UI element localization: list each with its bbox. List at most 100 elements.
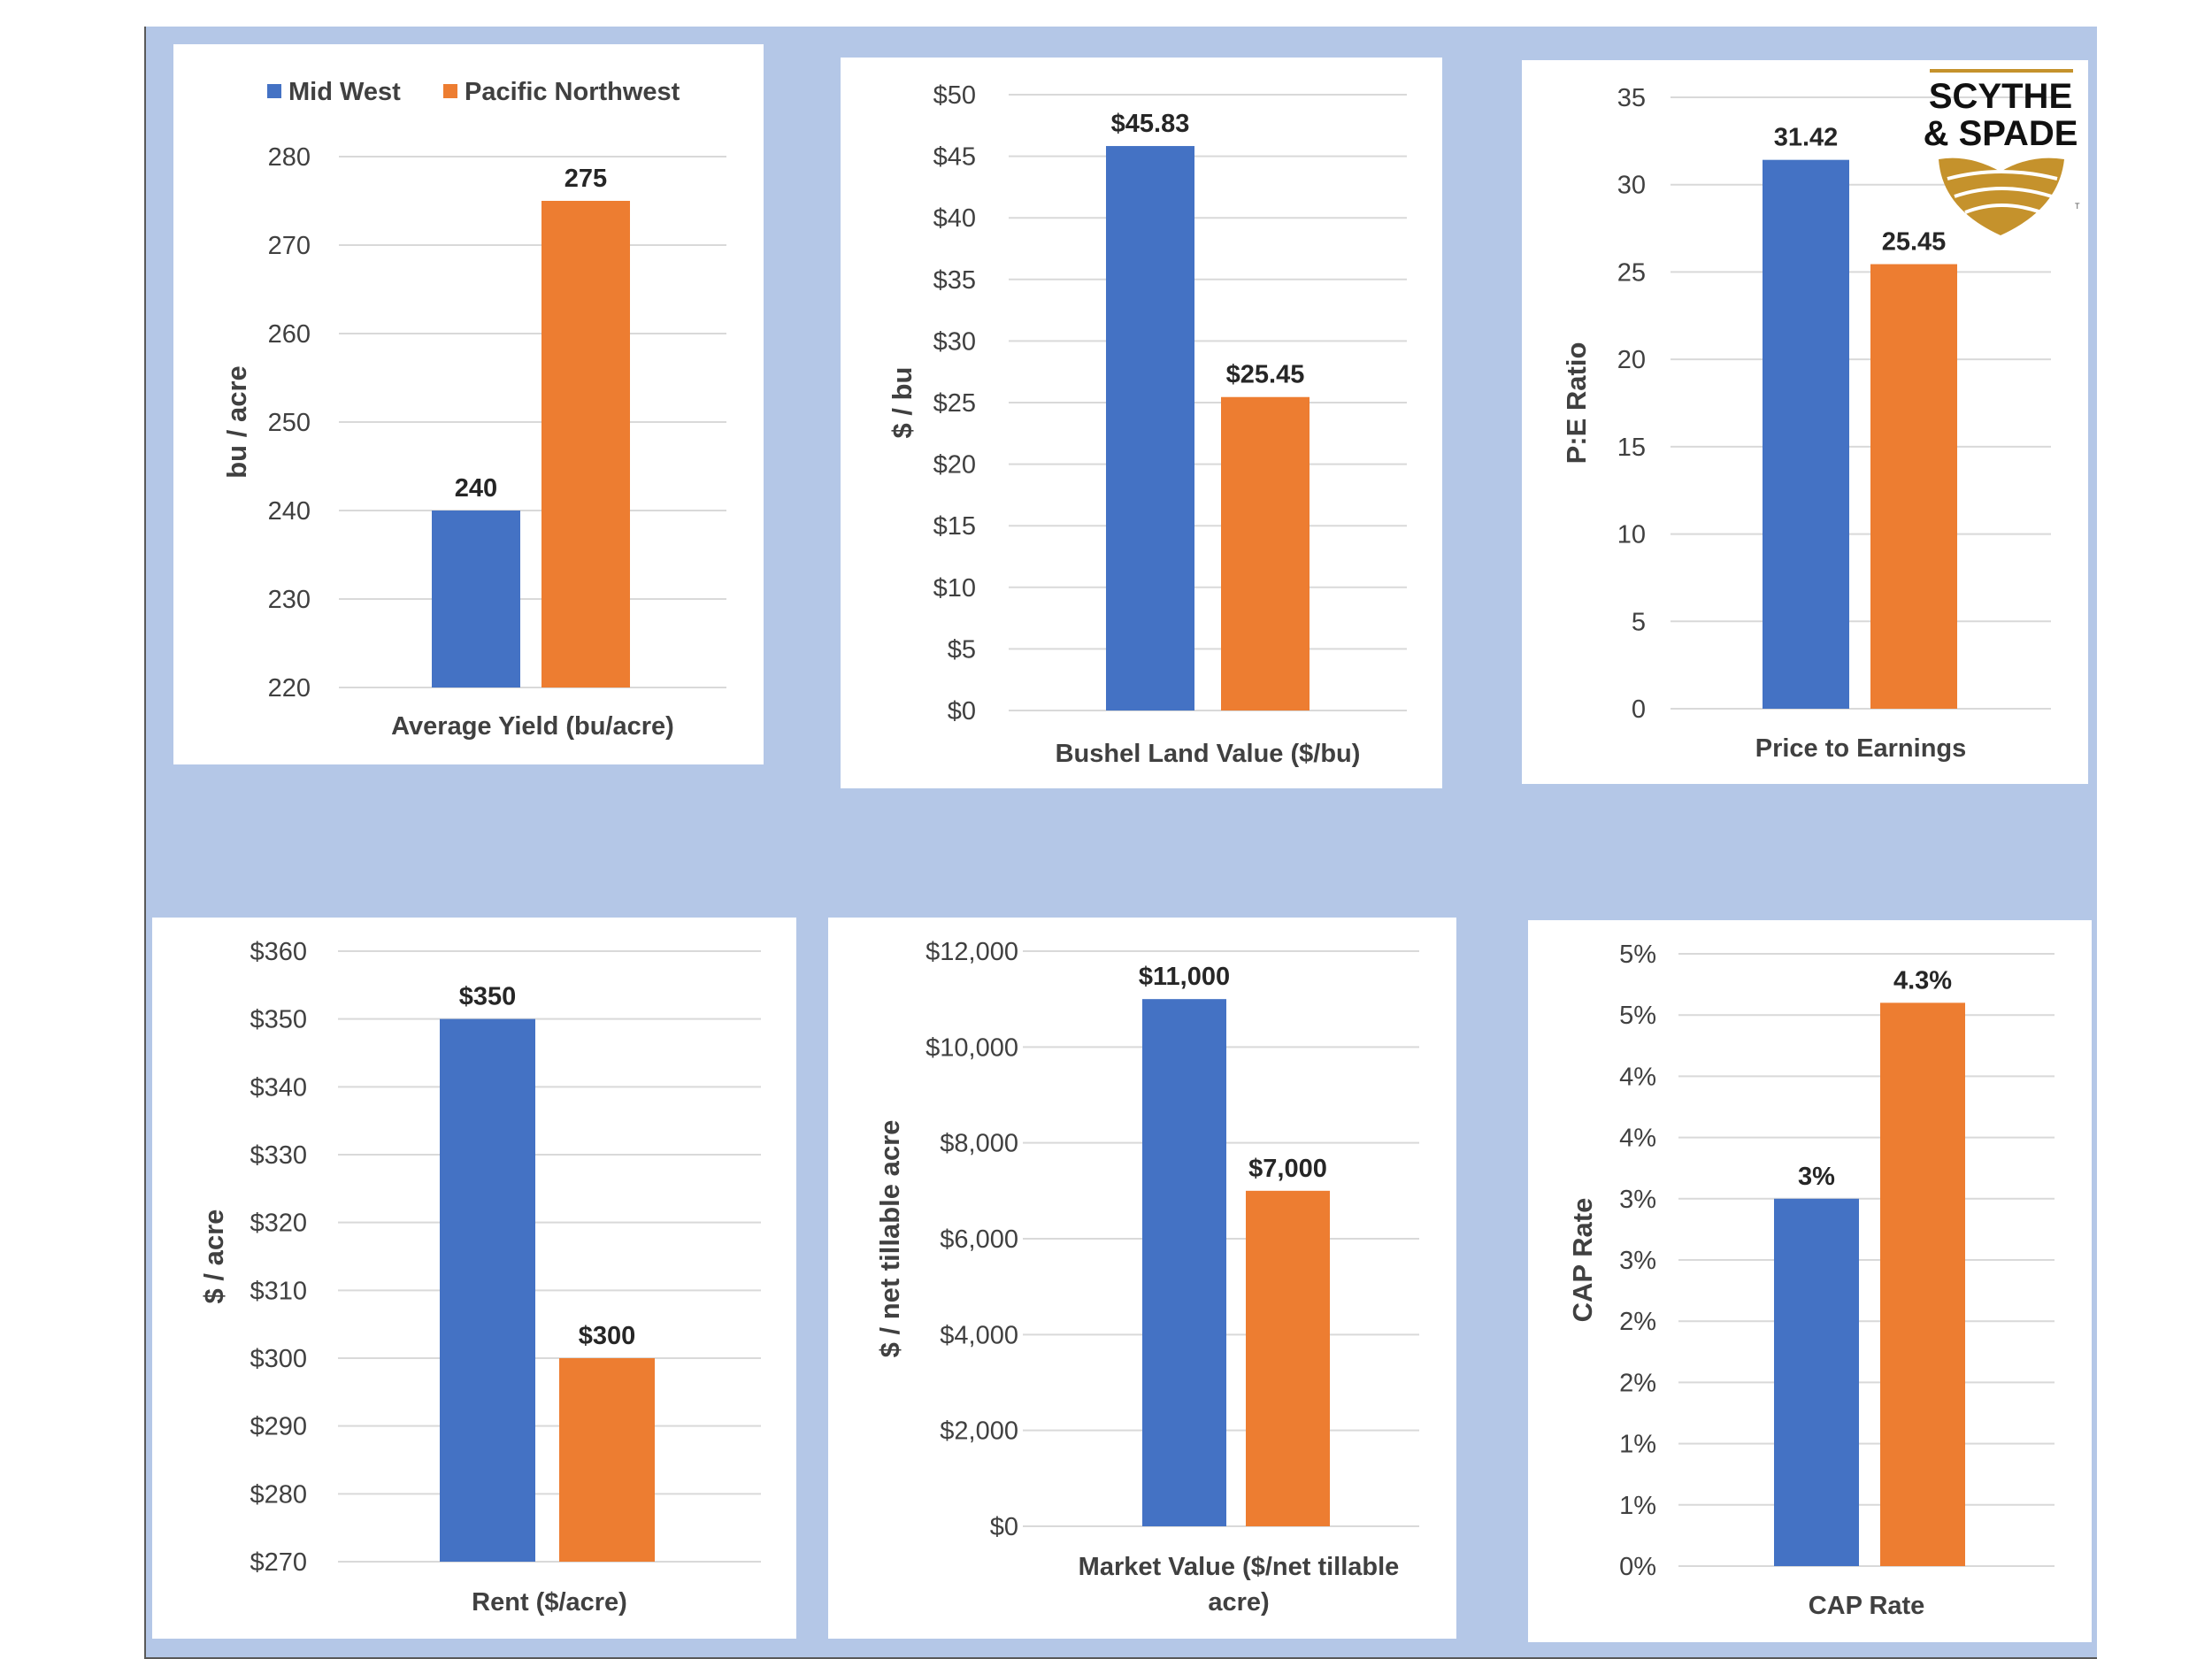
legend: Mid West Pacific Northwest (267, 78, 680, 106)
y-tick-label: 0 (1632, 695, 1646, 724)
x-category-label: Average Yield (bu/acre) (391, 712, 674, 741)
y-tick-label: 1% (1619, 1431, 1656, 1459)
chart-panel-price-to-earnings: 0 5 10 15 20 25 30 35 31.42 25.45 P:E Ratio Price t… (1522, 60, 2088, 784)
y-tick-label: 5 (1632, 608, 1646, 636)
y-tick-label: $10,000 (926, 1033, 1018, 1062)
y-tick-label: 230 (268, 586, 311, 614)
y-tick-label: $35 (933, 266, 976, 295)
x-category-label-line: acre) (1208, 1588, 1269, 1617)
y-tick-label: 10 (1617, 521, 1646, 549)
y-tick-label: $5 (948, 635, 976, 664)
bar-pacific-northwest (559, 1358, 655, 1562)
legend-label-pacific-northwest: Pacific Northwest (465, 78, 680, 106)
legend-swatch-mid-west (267, 84, 281, 98)
bar-pacific-northwest (1870, 264, 1957, 709)
data-label-mid-west: 240 (455, 474, 497, 503)
y-tick-label: $0 (948, 697, 976, 726)
x-category-label: Bushel Land Value ($/bu) (1056, 740, 1361, 768)
y-tick-label: $280 (250, 1480, 307, 1509)
y-tick-label: $15 (933, 512, 976, 541)
bushel-land-value-chart: $0 $5 $10 $15 $20 $25 $30 $35 $40 $45 $50 $45.83 $25… (887, 81, 1407, 768)
y-axis-title: $ / bu (887, 367, 918, 439)
bar-mid-west (1142, 999, 1226, 1526)
rent-chart: $270 $280 $290 $300 $310 $320 $330 $340 $350 $360… (198, 938, 761, 1617)
y-tick-label: $25 (933, 389, 976, 418)
y-tick-label: $12,000 (926, 938, 1018, 966)
y-tick-label: $350 (250, 1006, 307, 1034)
y-tick-label: 0% (1619, 1553, 1656, 1581)
y-tick-label: 2% (1619, 1308, 1656, 1336)
y-tick-label: 260 (268, 320, 311, 349)
y-tick-label: 25 (1617, 258, 1646, 287)
average-yield-chart: 220 230 240 250 260 270 280 240 275 bu / acre Aver… (221, 78, 726, 741)
bar-mid-west (440, 1018, 535, 1562)
scythe-and-spade-logo-graphic: SCYTHE & SPADE TM (1924, 69, 2086, 235)
x-category-label-line: Market Value ($/net tillable (1079, 1553, 1400, 1581)
y-tick-label: $0 (990, 1513, 1018, 1541)
y-tick-label: 15 (1617, 434, 1646, 462)
chart-panel-bushel-land-value: $0 $5 $10 $15 $20 $25 $30 $35 $40 $45 $50 $45.83 $25… (841, 58, 1442, 788)
y-tick-label: 4% (1619, 1125, 1656, 1153)
data-label-mid-west: $350 (459, 983, 517, 1011)
y-axis-title: CAP Rate (1567, 1198, 1598, 1323)
bar-pacific-northwest (1880, 1002, 1965, 1566)
y-tick-label: 2% (1619, 1369, 1656, 1397)
y-tick-label: 270 (268, 232, 311, 260)
logo-line2: & SPADE (1924, 114, 2078, 153)
y-tick-label: $310 (250, 1277, 307, 1305)
data-label-mid-west: $11,000 (1139, 963, 1230, 991)
bar-pacific-northwest (1221, 396, 1310, 710)
scythe-and-spade-logo: SCYTHE & SPADE TM (1924, 67, 2086, 235)
bar-mid-west (1763, 159, 1849, 709)
y-tick-label: 30 (1617, 172, 1646, 200)
y-tick-label: $6,000 (940, 1225, 1018, 1254)
y-tick-label: $40 (933, 204, 976, 233)
legend-swatch-pacific-northwest (443, 84, 457, 98)
x-category-label: Price to Earnings (1755, 734, 1967, 763)
data-label-mid-west: $45.83 (1111, 110, 1190, 138)
chart-panel-average-yield: 220 230 240 250 260 270 280 240 275 bu / acre Aver… (173, 44, 764, 764)
y-tick-label: $8,000 (940, 1130, 1018, 1158)
bar-mid-west (1774, 1198, 1859, 1566)
y-tick-label: $10 (933, 574, 976, 603)
y-tick-label: 1% (1619, 1492, 1656, 1520)
y-tick-label: $30 (933, 327, 976, 356)
data-label-mid-west: 3% (1798, 1163, 1835, 1191)
y-tick-label: $340 (250, 1073, 307, 1102)
logo-line1: SCYTHE (1929, 77, 2072, 116)
legend-label-mid-west: Mid West (288, 78, 401, 106)
data-label-pacific-northwest: $7,000 (1248, 1155, 1327, 1183)
chart-panel-market-value: $0 $2,000 $4,000 $6,000 $8,000 $10,000 $12,000… (828, 918, 1456, 1639)
logo-trademark: TM (2075, 202, 2080, 211)
y-tick-label: 5% (1619, 1002, 1656, 1030)
y-tick-label: $50 (933, 81, 976, 110)
y-tick-label: 280 (268, 143, 311, 172)
y-tick-label: 35 (1617, 84, 1646, 112)
y-tick-label: $300 (250, 1345, 307, 1373)
price-to-earnings-chart: 0 5 10 15 20 25 30 35 31.42 25.45 P:E Ratio Price t… (1561, 84, 2051, 763)
chart-panel-cap-rate: 0% 1% 1% 2% 2% 3% 3% 4% 4% 5% 5% 3% 4.3% CAP Rate CAP … (1528, 920, 2092, 1642)
y-tick-label: 5% (1619, 941, 1656, 969)
bar-pacific-northwest (541, 201, 630, 687)
bar-mid-west (432, 511, 520, 687)
y-tick-label: $270 (250, 1548, 307, 1577)
market-value-chart: $0 $2,000 $4,000 $6,000 $8,000 $10,000 $12,000… (874, 938, 1419, 1617)
field-emblem-icon (1939, 157, 2064, 235)
y-axis-title: $ / net tillable acre (874, 1120, 905, 1358)
y-tick-label: 220 (268, 674, 311, 703)
data-label-pacific-northwest: 4.3% (1893, 966, 1952, 995)
y-tick-label: $330 (250, 1141, 307, 1170)
y-tick-label: 20 (1617, 346, 1646, 374)
data-label-mid-west: 31.42 (1774, 124, 1839, 152)
data-label-pacific-northwest: $25.45 (1226, 361, 1305, 389)
y-tick-label: 4% (1619, 1063, 1656, 1091)
x-category-label: Rent ($/acre) (472, 1588, 627, 1617)
chart-panel-rent: $270 $280 $290 $300 $310 $320 $330 $340 $350 $360… (152, 918, 796, 1639)
y-tick-label: 3% (1619, 1247, 1656, 1275)
bar-mid-west (1106, 146, 1194, 711)
y-tick-label: $360 (250, 938, 307, 966)
y-tick-label: $290 (250, 1413, 307, 1441)
y-axis-title: P:E Ratio (1561, 342, 1592, 465)
y-axis-title: bu / acre (221, 365, 252, 479)
data-label-pacific-northwest: $300 (579, 1322, 636, 1350)
